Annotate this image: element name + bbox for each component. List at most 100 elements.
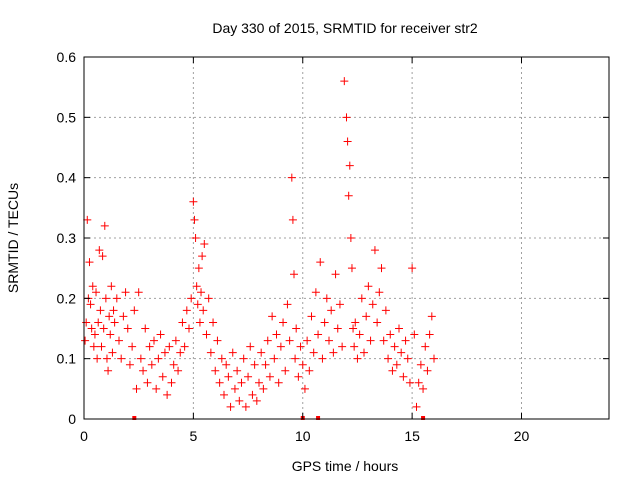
data-point xyxy=(150,336,158,345)
data-point xyxy=(342,113,351,122)
data-point xyxy=(290,270,298,279)
data-point xyxy=(93,354,102,363)
data-point xyxy=(349,324,358,333)
data-point xyxy=(276,342,285,351)
data-point xyxy=(370,246,379,255)
data-point xyxy=(353,354,362,363)
data-point xyxy=(228,348,237,357)
data-point xyxy=(104,366,113,375)
data-point xyxy=(224,372,233,381)
data-point xyxy=(165,342,174,351)
data-point xyxy=(316,258,325,267)
data-point xyxy=(401,336,410,345)
data-point xyxy=(119,312,128,321)
data-point xyxy=(296,342,305,351)
data-point xyxy=(345,161,354,170)
data-point xyxy=(283,300,292,309)
data-point xyxy=(81,336,90,345)
data-point xyxy=(241,402,250,411)
y-tick-label: 0.5 xyxy=(57,109,77,125)
data-point xyxy=(185,324,193,333)
data-point xyxy=(392,360,401,369)
data-point xyxy=(154,354,163,363)
y-axis-label: SRMTID / TECUs xyxy=(5,183,21,293)
data-point xyxy=(329,348,338,357)
data-point xyxy=(384,354,393,363)
data-point xyxy=(281,366,290,375)
data-point xyxy=(89,342,98,351)
data-point xyxy=(261,360,270,369)
data-point xyxy=(169,360,178,369)
data-point xyxy=(160,348,169,357)
data-point xyxy=(250,360,259,369)
data-point xyxy=(381,306,390,315)
data-point xyxy=(97,342,106,351)
data-point xyxy=(259,384,268,393)
data-point xyxy=(213,336,222,345)
data-point xyxy=(386,330,395,339)
data-point xyxy=(390,342,399,351)
data-point xyxy=(263,336,272,345)
data-point xyxy=(248,390,257,399)
data-point xyxy=(189,197,198,206)
data-point xyxy=(300,384,309,393)
data-point xyxy=(285,336,294,345)
data-point xyxy=(99,324,108,333)
data-point xyxy=(95,246,104,255)
data-point xyxy=(110,318,119,327)
data-point xyxy=(92,288,101,297)
data-point xyxy=(197,288,206,297)
data-point xyxy=(199,306,208,315)
data-point xyxy=(141,324,150,333)
data-point xyxy=(298,360,307,369)
data-point xyxy=(222,360,231,369)
data-point xyxy=(430,354,438,363)
data-point xyxy=(121,288,130,297)
zero-point xyxy=(316,416,321,420)
y-tick-label: 0.6 xyxy=(57,49,77,65)
data-point xyxy=(362,312,371,321)
data-point xyxy=(410,330,419,339)
data-point xyxy=(357,294,366,303)
data-point xyxy=(182,306,191,315)
data-point xyxy=(139,366,148,375)
data-point xyxy=(85,258,94,267)
data-point xyxy=(397,348,406,357)
data-point xyxy=(344,191,353,200)
data-point xyxy=(101,294,110,303)
data-point xyxy=(412,402,421,411)
data-point xyxy=(287,173,296,182)
data-point xyxy=(96,306,105,315)
data-point xyxy=(217,354,226,363)
data-point xyxy=(187,294,196,303)
data-point xyxy=(414,378,423,387)
data-point xyxy=(90,330,99,339)
data-point xyxy=(108,348,117,357)
data-point xyxy=(98,252,107,261)
data-point xyxy=(176,348,185,357)
data-point xyxy=(399,372,408,381)
data-point xyxy=(202,330,211,339)
data-point xyxy=(403,354,412,363)
y-tick-label: 0.1 xyxy=(57,351,77,367)
data-point xyxy=(145,342,154,351)
data-point xyxy=(106,330,115,339)
data-point xyxy=(112,294,121,303)
data-point xyxy=(230,384,239,393)
data-point xyxy=(125,360,134,369)
data-point xyxy=(272,330,281,339)
x-tick-label: 10 xyxy=(295,428,311,444)
data-point xyxy=(178,318,187,327)
x-tick-label: 20 xyxy=(514,428,530,444)
data-point xyxy=(83,215,92,224)
data-point xyxy=(100,221,109,230)
data-point xyxy=(307,312,316,321)
data-point xyxy=(193,300,202,309)
x-tick-label: 0 xyxy=(80,428,88,444)
data-point xyxy=(226,402,235,411)
data-point xyxy=(423,366,432,375)
data-point xyxy=(311,288,320,297)
data-point xyxy=(331,270,340,279)
data-point xyxy=(156,330,165,339)
